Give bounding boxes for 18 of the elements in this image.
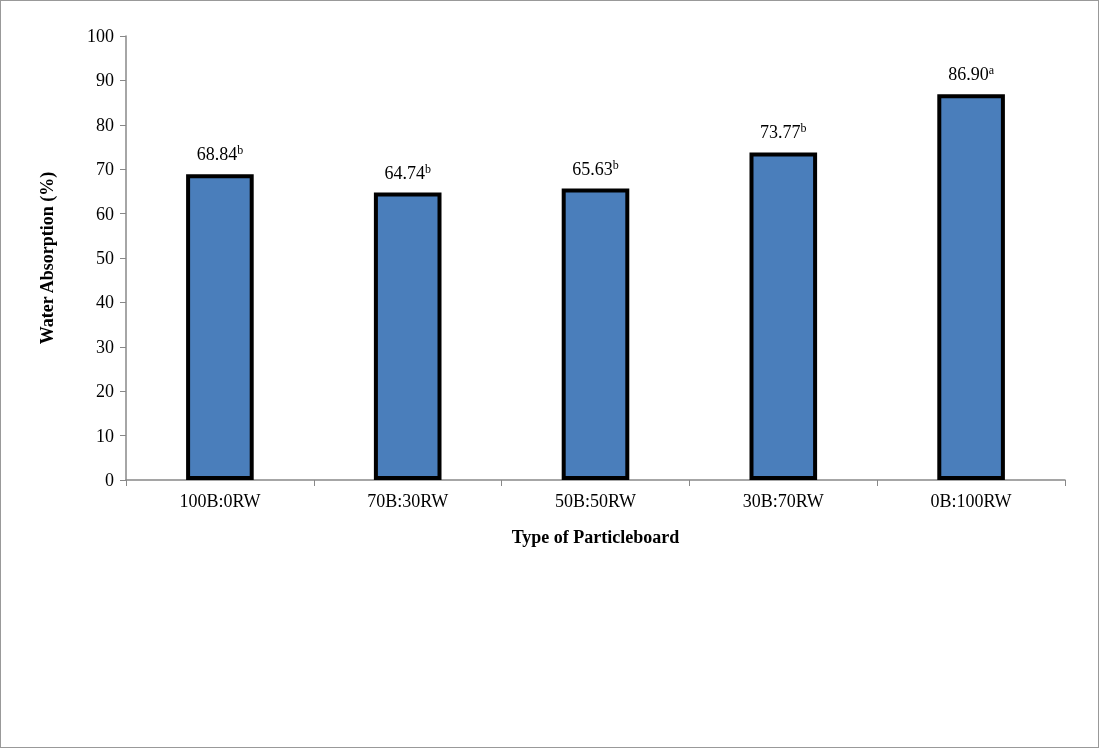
- y-tick-label: 60: [96, 203, 114, 224]
- y-tick-label: 80: [96, 114, 114, 135]
- y-tick-label: 100: [87, 26, 114, 46]
- y-tick-label: 40: [96, 292, 114, 313]
- y-tick-label: 50: [96, 248, 114, 268]
- y-tick-label: 30: [96, 336, 114, 357]
- y-tick-label: 70: [96, 159, 114, 180]
- y-tick-label: 90: [96, 70, 114, 91]
- x-tick-label: 70B:30RW: [367, 491, 449, 511]
- x-tick-label: 30B:70RW: [742, 491, 824, 511]
- x-tick-label: 100B:0RW: [179, 491, 261, 511]
- y-tick-label: 10: [96, 425, 114, 446]
- y-axis-title: Water Absorption (%): [37, 171, 58, 345]
- y-tick-label: 0: [105, 470, 114, 490]
- x-tick-label: 0B:100RW: [930, 491, 1012, 511]
- x-axis-title: Type of Particleboard: [511, 527, 680, 547]
- y-tick-label: 20: [96, 381, 114, 402]
- x-tick-label: 50B:50RW: [554, 491, 637, 511]
